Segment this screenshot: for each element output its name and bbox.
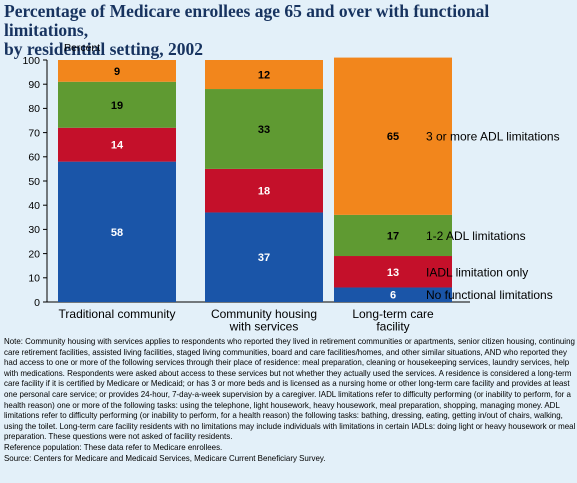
- legend-entry: 1-2 ADL limitations: [426, 229, 526, 243]
- bar-segment: [334, 57, 452, 215]
- data-label: 37: [258, 252, 270, 264]
- legend: No functional limitations IADL limitation…: [426, 130, 560, 303]
- data-label: 14: [111, 140, 124, 152]
- data-label: 65: [387, 131, 399, 143]
- data-label: 13: [387, 267, 399, 279]
- y-tick-label: 100: [22, 55, 40, 67]
- x-tick-label: Long-term care facility: [352, 307, 434, 334]
- legend-entry: No functional limitations: [426, 288, 553, 302]
- legend-entry: 3 or more ADL limitations: [426, 130, 560, 144]
- data-label: 58: [111, 227, 123, 239]
- data-labels: 58 14 19 9 37 18 33 12 6 13 17 65: [111, 66, 399, 302]
- y-tick-label: 50: [28, 176, 40, 188]
- x-axis-tick-labels: Traditional community Community housing wi…: [59, 307, 434, 334]
- y-tick-label: 60: [28, 152, 40, 164]
- bar-segment: [205, 60, 323, 90]
- x-tick-label: Community housing with services: [211, 307, 317, 334]
- bar-segment: [334, 214, 452, 257]
- y-tick-label: 20: [28, 248, 40, 260]
- data-label: 12: [258, 70, 270, 82]
- data-label: 9: [114, 66, 120, 78]
- bar-segment: [205, 89, 323, 169]
- x-tick-label: Traditional community: [59, 307, 176, 321]
- bar-segment: [58, 60, 176, 82]
- note-text: Note: Community housing with services ap…: [4, 337, 576, 442]
- y-tick-label: 10: [28, 273, 40, 285]
- data-label: 6: [390, 290, 396, 302]
- legend-entry: IADL limitation only: [426, 265, 528, 279]
- notes-block: Note: Community housing with services ap…: [4, 337, 576, 464]
- y-tick-label: 0: [34, 297, 40, 309]
- data-label: 19: [111, 100, 123, 112]
- data-label: 33: [258, 124, 270, 136]
- y-tick-label: 90: [28, 79, 40, 91]
- bars: [58, 57, 452, 302]
- data-label: 17: [387, 230, 399, 242]
- chart-title: Percentage of Medicare enrollees age 65 …: [4, 1, 490, 59]
- bar-segment: [334, 256, 452, 288]
- bar-segment: [58, 161, 176, 302]
- reference-text: Reference population: These data refer t…: [4, 442, 223, 452]
- data-label: 18: [258, 186, 270, 198]
- y-tick-label: 70: [28, 127, 40, 139]
- y-tick-label: 40: [28, 200, 40, 212]
- y-axis-label: Percent: [64, 42, 100, 54]
- y-tick-label: 30: [28, 224, 40, 236]
- bar-segment: [334, 287, 452, 302]
- bar-segment: [58, 81, 176, 128]
- y-tick-label: 80: [28, 103, 40, 115]
- bar-segment: [58, 127, 176, 162]
- bar-segment: [205, 212, 323, 302]
- bar-segment: [205, 168, 323, 213]
- stacked-bar-chart: Percent 0 10 20 30 40 50 60 70 80 90 100 58 14 19 9 37…: [22, 42, 560, 334]
- source-text: Source: Centers for Medicare and Medicai…: [4, 453, 326, 463]
